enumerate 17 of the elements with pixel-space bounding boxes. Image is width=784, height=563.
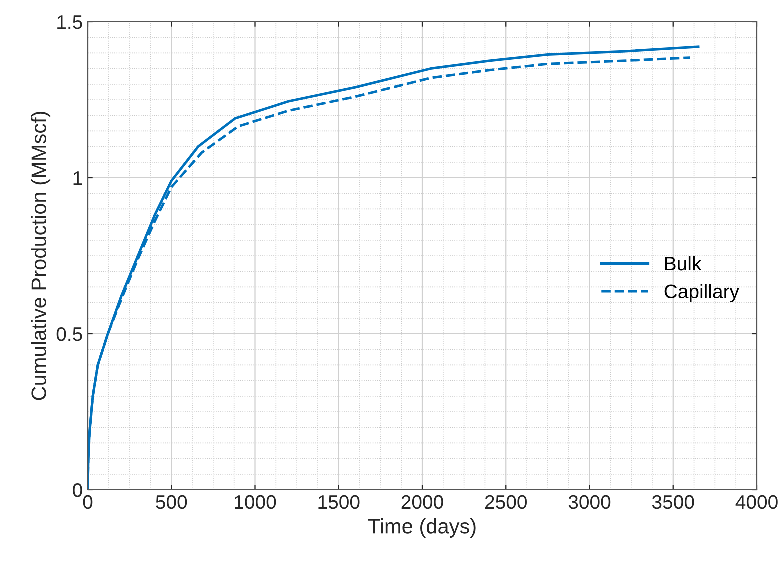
y-axis-title: Cumulative Production (MMscf) xyxy=(31,112,51,400)
y-tick-label: 1 xyxy=(74,172,82,186)
x-tick-label: 3500 xyxy=(652,495,694,510)
x-tick-label: 2500 xyxy=(485,495,527,510)
x-tick-label: 1000 xyxy=(235,495,276,510)
x-tick-label: 0 xyxy=(83,495,93,510)
x-axis-title: Time (days) xyxy=(368,518,476,538)
x-tick-label: 3000 xyxy=(568,495,611,510)
legend-label: Capillary xyxy=(664,284,740,302)
x-tick-label: 1500 xyxy=(318,495,360,510)
y-tick-label: 0.5 xyxy=(56,327,82,342)
x-tick-label: 2000 xyxy=(402,495,444,510)
legend-label: Bulk xyxy=(665,256,702,271)
y-tick-label: 0 xyxy=(73,483,82,498)
x-tick-label: 4000 xyxy=(736,495,778,510)
x-tick-label: 500 xyxy=(156,495,188,510)
y-tick-label: 1.5 xyxy=(58,16,82,30)
